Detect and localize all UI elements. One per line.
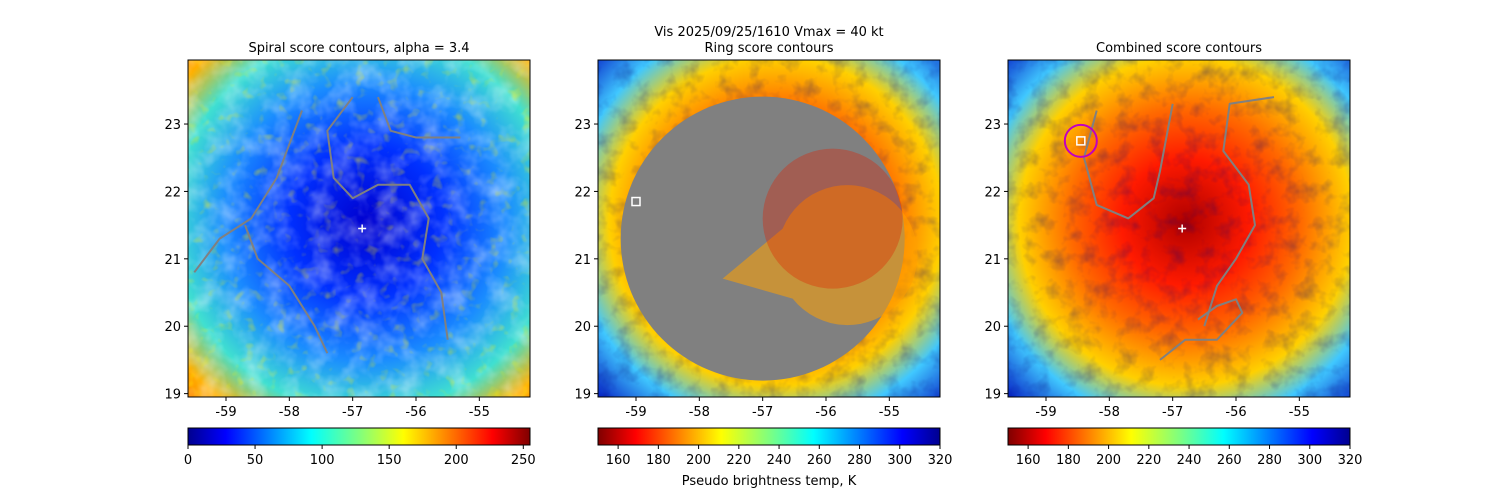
combined-ytick-label: 19 bbox=[984, 388, 1001, 403]
ring-mask-group bbox=[620, 96, 918, 381]
combined-ytick-label: 22 bbox=[984, 185, 1001, 200]
ring-ytick-label: 19 bbox=[574, 388, 591, 403]
spiral-axes-frame bbox=[187, 59, 531, 398]
ring-ytick-label: 21 bbox=[574, 253, 591, 268]
ring-xtick-label: -56 bbox=[815, 405, 836, 420]
spiral-colorbar-tick-label: 0 bbox=[184, 453, 192, 468]
ring-colorbar-tick-label: 200 bbox=[686, 453, 711, 468]
combined-xtick-label: -57 bbox=[1162, 405, 1183, 420]
combined-contour-group bbox=[1083, 96, 1275, 361]
combined-colorbar-tick-label: 280 bbox=[1257, 453, 1282, 468]
combined-xtick-label: -58 bbox=[1099, 405, 1120, 420]
ring-axis-ticks: -59 -58 -57 -56 -55 19 20 21 22 23 bbox=[574, 118, 899, 420]
spiral-ytick-label: 21 bbox=[164, 253, 181, 268]
ring-axes-frame bbox=[597, 59, 941, 398]
spiral-colorbar-tick-label: 250 bbox=[511, 453, 536, 468]
combined-colorbar-tick-label: 180 bbox=[1056, 453, 1081, 468]
ring-marker-group bbox=[631, 196, 641, 207]
ring-ytick-label: 23 bbox=[574, 118, 591, 133]
spiral-xtick-label: -55 bbox=[469, 405, 490, 420]
spiral-colorbar bbox=[187, 427, 531, 446]
ring-ytick-label: 20 bbox=[574, 320, 591, 335]
spiral-contour-line bbox=[244, 224, 329, 354]
ring-colorbar-tick-label: 280 bbox=[847, 453, 872, 468]
ring-mask-interior-warm bbox=[722, 185, 918, 326]
spiral-colorbar-tick-label: 100 bbox=[310, 453, 335, 468]
combined-best-point-marker bbox=[1076, 136, 1086, 146]
panel-title-combined: Combined score contours bbox=[1096, 41, 1262, 56]
spiral-axis-ticks: -59 -58 -57 -56 -55 19 20 21 22 23 bbox=[164, 118, 489, 420]
spiral-marker-group bbox=[358, 224, 367, 233]
combined-contour-line bbox=[1159, 298, 1244, 361]
panel-spiral: Spiral score contours, alpha = 3.4 -59 -5… bbox=[164, 41, 535, 468]
ring-colorbar-ticks: 160 180 200 220 240 260 280 300 320 bbox=[606, 445, 953, 468]
combined-colorbar-ticks: 160 180 200 220 240 260 280 300 320 bbox=[1016, 445, 1363, 468]
figure-suptitle: Vis 2025/09/25/1610 Vmax = 40 kt bbox=[654, 25, 883, 40]
spiral-colorbar-ticks: 0 50 100 150 200 250 bbox=[184, 445, 536, 468]
spiral-contour-group bbox=[193, 96, 461, 354]
ring-xtick-label: -58 bbox=[689, 405, 710, 420]
combined-colorbar bbox=[1007, 427, 1351, 446]
ring-colorbar-tick-label: 220 bbox=[726, 453, 751, 468]
panel-title-spiral: Spiral score contours, alpha = 3.4 bbox=[248, 41, 469, 56]
spiral-colorbar-tick-label: 50 bbox=[247, 453, 264, 468]
combined-contour-line bbox=[1083, 103, 1174, 220]
ring-ytick-label: 22 bbox=[574, 185, 591, 200]
spiral-xtick-label: -57 bbox=[342, 405, 363, 420]
ring-colorbar-tick-label: 300 bbox=[887, 453, 912, 468]
combined-best-point-circle bbox=[1063, 123, 1098, 158]
panel-ring: Ring score contours -59 -58 -57 -56 -55 19 20 2… bbox=[574, 41, 952, 489]
combined-marker-group bbox=[1063, 123, 1187, 233]
spiral-contour-line bbox=[193, 110, 303, 273]
combined-contour-line bbox=[1203, 96, 1275, 327]
ring-colorbar-tick-label: 260 bbox=[807, 453, 832, 468]
panel-title-ring: Ring score contours bbox=[704, 41, 833, 56]
combined-axis-ticks: -59 -58 -57 -56 -55 19 20 21 22 23 bbox=[984, 118, 1309, 420]
ring-colorbar-tick-label: 160 bbox=[606, 453, 631, 468]
ring-colorbar bbox=[597, 427, 941, 446]
ring-xtick-label: -57 bbox=[752, 405, 773, 420]
combined-xtick-label: -59 bbox=[1035, 405, 1056, 420]
combined-axes-frame bbox=[1007, 59, 1351, 398]
spiral-ytick-label: 20 bbox=[164, 320, 181, 335]
spiral-contour-line bbox=[377, 96, 461, 139]
spiral-colorbar-tick-label: 200 bbox=[444, 453, 469, 468]
spiral-colorbar-tick-label: 150 bbox=[377, 453, 402, 468]
ring-colorbar-tick-label: 180 bbox=[646, 453, 671, 468]
ring-xtick-label: -59 bbox=[625, 405, 646, 420]
spiral-contour-line bbox=[326, 96, 449, 340]
combined-colorbar-tick-label: 200 bbox=[1096, 453, 1121, 468]
spiral-xtick-label: -58 bbox=[279, 405, 300, 420]
ring-colorbar-tick-label: 320 bbox=[928, 453, 953, 468]
combined-ytick-label: 20 bbox=[984, 320, 1001, 335]
combined-colorbar-tick-label: 240 bbox=[1177, 453, 1202, 468]
panel-combined: Combined score contours -59 -58 -57 -56 -55 1… bbox=[984, 41, 1362, 468]
combined-colorbar-tick-label: 300 bbox=[1297, 453, 1322, 468]
combined-colorbar-tick-label: 160 bbox=[1016, 453, 1041, 468]
combined-colorbar-tick-label: 320 bbox=[1338, 453, 1363, 468]
ring-xtick-label: -55 bbox=[879, 405, 900, 420]
spiral-xtick-label: -59 bbox=[215, 405, 236, 420]
combined-colorbar-tick-label: 220 bbox=[1136, 453, 1161, 468]
spiral-ytick-label: 23 bbox=[164, 118, 181, 133]
ring-mask-interior-core bbox=[762, 148, 903, 289]
combined-ytick-label: 21 bbox=[984, 253, 1001, 268]
ring-best-point-marker bbox=[631, 196, 641, 207]
combined-ytick-label: 23 bbox=[984, 118, 1001, 133]
ring-colorbar-label: Pseudo brightness temp, K bbox=[682, 474, 857, 489]
ring-colorbar-tick-label: 240 bbox=[767, 453, 792, 468]
spiral-xtick-label: -56 bbox=[405, 405, 426, 420]
spiral-ytick-label: 22 bbox=[164, 185, 181, 200]
combined-colorbar-tick-label: 260 bbox=[1217, 453, 1242, 468]
combined-xtick-label: -55 bbox=[1289, 405, 1310, 420]
combined-xtick-label: -56 bbox=[1225, 405, 1246, 420]
spiral-ytick-label: 19 bbox=[164, 388, 181, 403]
